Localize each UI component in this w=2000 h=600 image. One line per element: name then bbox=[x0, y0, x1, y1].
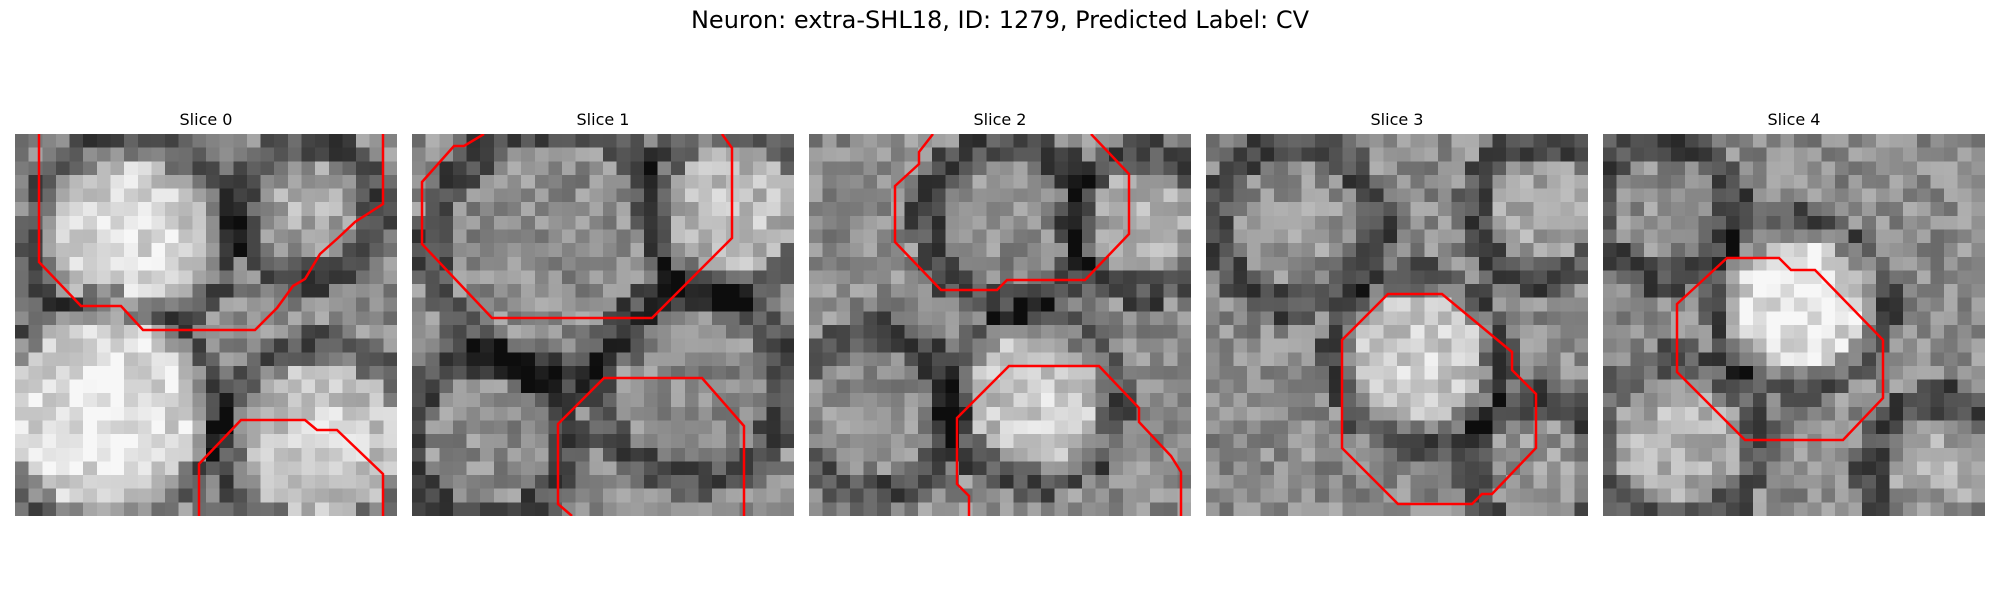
slice-image bbox=[1603, 134, 1985, 516]
slice-image bbox=[412, 134, 794, 516]
grayscale-patch bbox=[1603, 134, 1985, 516]
contour-line bbox=[37, 134, 385, 332]
contour-line bbox=[197, 418, 385, 516]
contour-overlay bbox=[37, 134, 385, 516]
contour-line bbox=[955, 364, 1183, 516]
contour-line bbox=[1340, 292, 1538, 506]
grayscale-patch bbox=[809, 134, 1191, 516]
slice-panel-0: Slice 0 bbox=[15, 109, 397, 516]
contour-line bbox=[893, 134, 1131, 292]
slice-panel-4: Slice 4 bbox=[1603, 109, 1985, 516]
contour-line bbox=[420, 134, 734, 320]
slice-panel-3: Slice 3 bbox=[1206, 109, 1588, 516]
slice-image bbox=[15, 134, 397, 516]
slice-image bbox=[809, 134, 1191, 516]
slice-title: Slice 0 bbox=[179, 110, 233, 129]
slice-panel-2: Slice 2 bbox=[809, 109, 1191, 516]
slice-title: Slice 1 bbox=[576, 110, 630, 129]
slice-image bbox=[1206, 134, 1588, 516]
contour-overlay bbox=[1340, 292, 1538, 506]
grayscale-patch bbox=[1206, 134, 1588, 516]
contour-overlay bbox=[893, 134, 1183, 516]
contour-overlay bbox=[420, 134, 746, 516]
slice-title: Slice 2 bbox=[973, 110, 1027, 129]
slice-title: Slice 4 bbox=[1767, 110, 1821, 129]
contour-overlay bbox=[1675, 256, 1885, 442]
grayscale-patch bbox=[15, 134, 397, 516]
contour-line bbox=[556, 376, 746, 516]
grayscale-patch bbox=[412, 134, 794, 516]
slice-title: Slice 3 bbox=[1370, 110, 1424, 129]
slice-panel-1: Slice 1 bbox=[412, 109, 794, 516]
contour-line bbox=[1675, 256, 1885, 442]
figure-title: Neuron: extra-SHL18, ID: 1279, Predicted… bbox=[690, 6, 1310, 34]
